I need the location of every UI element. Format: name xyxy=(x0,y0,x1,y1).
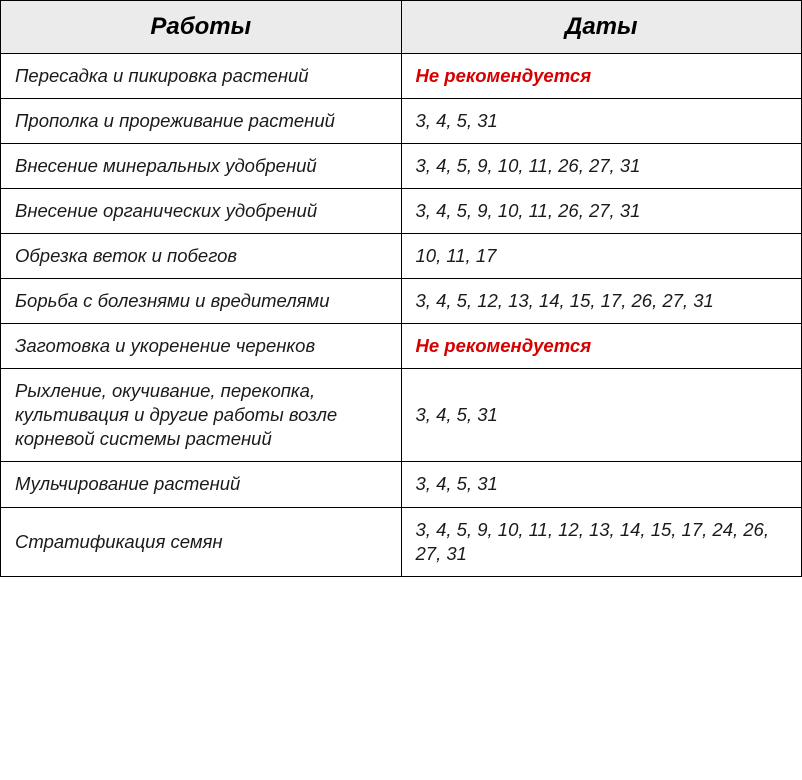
table-row: Рыхление, окучивание, перекопка, культив… xyxy=(1,369,802,462)
work-cell: Мульчирование растений xyxy=(1,462,402,507)
calendar-table: Работы Даты Пересадка и пикировка растен… xyxy=(0,0,802,577)
work-cell: Внесение органических удобрений xyxy=(1,189,402,234)
work-cell: Внесение минеральных удобрений xyxy=(1,144,402,189)
table-row: Заготовка и укоренение черенков Не реком… xyxy=(1,324,802,369)
date-cell: 3, 4, 5, 31 xyxy=(401,462,802,507)
date-cell: Не рекомендуется xyxy=(401,54,802,99)
table-row: Внесение минеральных удобрений 3, 4, 5, … xyxy=(1,144,802,189)
table-row: Обрезка веток и побегов 10, 11, 17 xyxy=(1,234,802,279)
work-cell: Обрезка веток и побегов xyxy=(1,234,402,279)
table-row: Мульчирование растений 3, 4, 5, 31 xyxy=(1,462,802,507)
table-body: Пересадка и пикировка растений Не рекоме… xyxy=(1,54,802,577)
date-cell: Не рекомендуется xyxy=(401,324,802,369)
date-cell: 3, 4, 5, 31 xyxy=(401,99,802,144)
work-cell: Прополка и прореживание растений xyxy=(1,99,402,144)
table-row: Внесение органических удобрений 3, 4, 5,… xyxy=(1,189,802,234)
date-cell: 3, 4, 5, 9, 10, 11, 26, 27, 31 xyxy=(401,144,802,189)
work-cell: Стратификация семян xyxy=(1,507,402,576)
table-row: Стратификация семян 3, 4, 5, 9, 10, 11, … xyxy=(1,507,802,576)
header-dates: Даты xyxy=(401,1,802,54)
date-cell: 3, 4, 5, 9, 10, 11, 12, 13, 14, 15, 17, … xyxy=(401,507,802,576)
work-cell: Заготовка и укоренение черенков xyxy=(1,324,402,369)
table-row: Борьба с болезнями и вредителями 3, 4, 5… xyxy=(1,279,802,324)
table-row: Прополка и прореживание растений 3, 4, 5… xyxy=(1,99,802,144)
table-row: Пересадка и пикировка растений Не рекоме… xyxy=(1,54,802,99)
date-cell: 10, 11, 17 xyxy=(401,234,802,279)
work-cell: Рыхление, окучивание, перекопка, культив… xyxy=(1,369,402,462)
date-cell: 3, 4, 5, 12, 13, 14, 15, 17, 26, 27, 31 xyxy=(401,279,802,324)
header-work: Работы xyxy=(1,1,402,54)
work-cell: Борьба с болезнями и вредителями xyxy=(1,279,402,324)
work-cell: Пересадка и пикировка растений xyxy=(1,54,402,99)
date-cell: 3, 4, 5, 9, 10, 11, 26, 27, 31 xyxy=(401,189,802,234)
table-header-row: Работы Даты xyxy=(1,1,802,54)
date-cell: 3, 4, 5, 31 xyxy=(401,369,802,462)
